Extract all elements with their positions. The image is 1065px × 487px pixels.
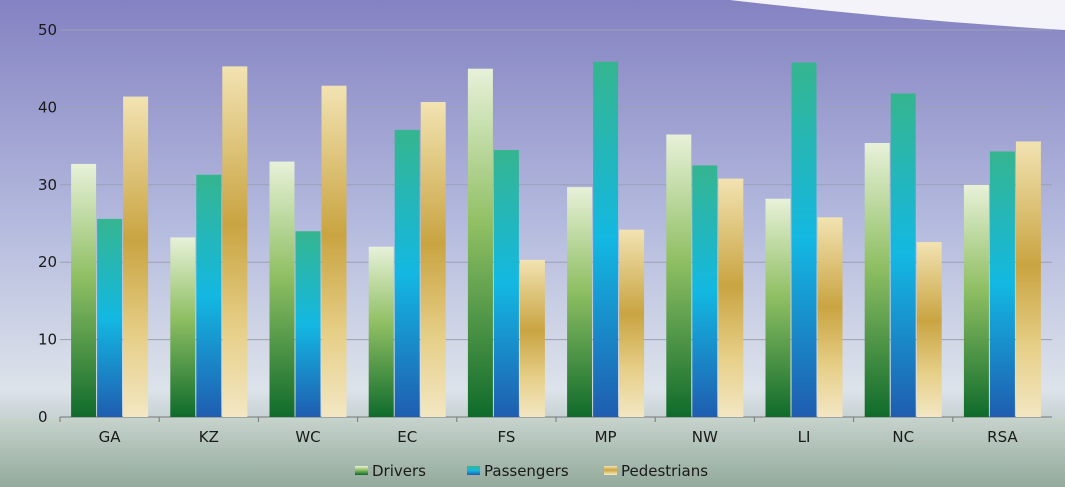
legend-item-pedestrians: Pedestrians [604, 462, 708, 480]
bar-passengers-kz [196, 174, 222, 417]
bar-drivers-li [765, 198, 791, 417]
y-axis: 0 10 20 30 40 50 [38, 21, 57, 426]
bar-pedestrians-mp [619, 229, 645, 417]
y-tick-label: 10 [38, 331, 57, 349]
legend-band [0, 418, 1065, 487]
bar-passengers-wc [295, 231, 321, 417]
bar-pedestrians-nw [718, 178, 744, 417]
legend-swatch [467, 466, 480, 475]
bar-pedestrians-nc [916, 242, 942, 417]
bar-pedestrians-ga [123, 96, 149, 418]
bar-pedestrians-fs [519, 259, 545, 417]
bar-drivers-mp [567, 187, 593, 417]
bar-drivers-kz [170, 237, 196, 417]
legend-swatch [355, 466, 368, 475]
x-tick-label: GA [99, 428, 122, 446]
bars [71, 61, 1041, 418]
bar-drivers-wc [269, 161, 295, 417]
legend-label: Drivers [372, 462, 426, 480]
y-tick-label: 20 [38, 253, 57, 271]
legend-label: Pedestrians [621, 462, 708, 480]
x-tick-label: KZ [199, 428, 219, 446]
bar-pedestrians-li [817, 217, 843, 417]
bar-drivers-nc [864, 143, 890, 417]
corner-decoration [730, 0, 1065, 30]
bar-drivers-nw [666, 134, 692, 418]
x-tick-label: NW [692, 428, 718, 446]
x-tick-label: RSA [987, 428, 1018, 446]
x-tick-label: MP [595, 428, 617, 446]
bar-passengers-nw [692, 165, 718, 417]
legend-label: Passengers [484, 462, 569, 480]
x-tick-label: LI [798, 428, 811, 446]
bar-passengers-ec [394, 129, 420, 417]
bar-pedestrians-kz [222, 66, 248, 418]
bar-drivers-ec [368, 246, 394, 417]
bar-drivers-fs [467, 68, 493, 417]
legend-item-passengers: Passengers [467, 462, 569, 480]
x-axis: GA KZ WC EC FS MP NW LI NC RSA [59, 417, 1018, 446]
bar-pedestrians-wc [321, 85, 347, 417]
y-tick-label: 0 [38, 408, 48, 426]
y-tick-label: 40 [38, 98, 57, 116]
bar-passengers-rsa [989, 151, 1015, 417]
x-tick-label: NC [892, 428, 914, 446]
legend: Drivers Passengers Pedestrians [355, 462, 708, 480]
bar-passengers-li [791, 62, 817, 418]
y-tick-label: 30 [38, 176, 57, 194]
y-tick-label: 50 [38, 21, 57, 39]
bar-pedestrians-ec [420, 101, 446, 418]
legend-swatch [604, 466, 617, 475]
bar-passengers-mp [593, 61, 619, 417]
legend-item-drivers: Drivers [355, 462, 426, 480]
bar-passengers-fs [493, 149, 519, 417]
bar-drivers-rsa [963, 184, 989, 417]
x-tick-label: WC [295, 428, 320, 446]
x-tick-label: EC [397, 428, 417, 446]
x-tick-label: FS [497, 428, 515, 446]
bar-pedestrians-rsa [1015, 141, 1041, 417]
bar-passengers-nc [890, 93, 916, 417]
bar-drivers-ga [71, 163, 97, 417]
bar-passengers-ga [97, 218, 123, 417]
